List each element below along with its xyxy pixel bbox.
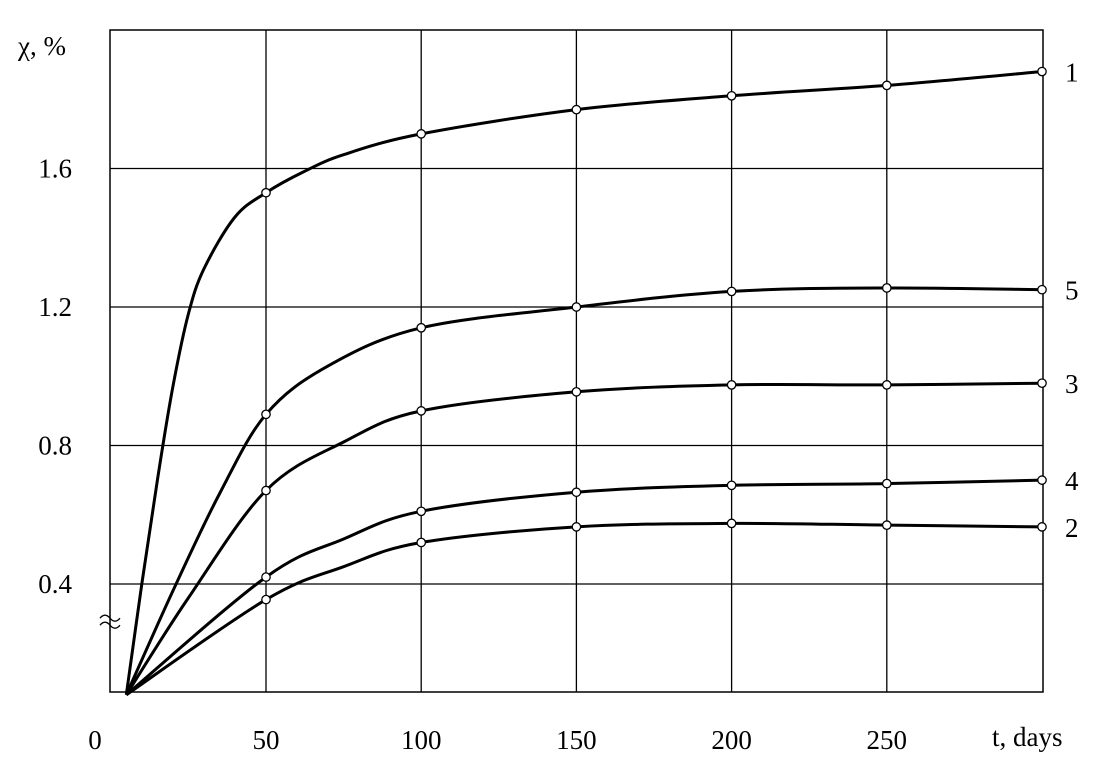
data-point-series-1 bbox=[726, 90, 737, 101]
data-point-series-1 bbox=[416, 129, 427, 139]
grid-lines bbox=[99, 29, 1044, 693]
data-point-series-5 bbox=[416, 322, 427, 333]
y-tick-label-0.4: 0.4 bbox=[38, 569, 72, 599]
series-label-4: 4 bbox=[1065, 466, 1079, 496]
series-label-1: 1 bbox=[1065, 58, 1079, 88]
series-label-5: 5 bbox=[1065, 276, 1079, 306]
y-tick-label-1.6: 1.6 bbox=[38, 154, 72, 184]
data-point-series-2 bbox=[726, 518, 737, 529]
data-point-series-1 bbox=[1037, 66, 1047, 77]
data-point-series-2 bbox=[261, 594, 271, 605]
axis-break-stroke bbox=[99, 621, 121, 629]
data-point-series-3 bbox=[726, 380, 737, 390]
data-point-series-2 bbox=[571, 522, 582, 532]
data-point-series-3 bbox=[571, 386, 582, 397]
data-point-series-4 bbox=[1037, 475, 1047, 485]
data-point-series-3 bbox=[261, 485, 271, 496]
series-label-2: 2 bbox=[1065, 513, 1079, 543]
data-point-series-3 bbox=[1037, 378, 1047, 389]
axis-break-stroke bbox=[99, 614, 121, 622]
series-curve-4 bbox=[125, 478, 1043, 696]
data-point-series-4 bbox=[261, 572, 271, 582]
x-tick-label-50: 50 bbox=[253, 725, 280, 755]
data-point-series-1 bbox=[881, 80, 892, 91]
series-label-3: 3 bbox=[1065, 369, 1079, 399]
data-point-series-5 bbox=[571, 302, 582, 312]
data-point-series-2 bbox=[881, 520, 892, 530]
data-point-series-2 bbox=[1037, 522, 1047, 532]
data-points bbox=[261, 66, 1047, 605]
data-point-series-2 bbox=[416, 537, 427, 548]
data-point-series-1 bbox=[571, 104, 582, 115]
data-point-series-1 bbox=[261, 187, 271, 198]
x-tick-label-250: 250 bbox=[867, 725, 908, 755]
data-point-series-4 bbox=[416, 506, 427, 517]
x-tick-label-150: 150 bbox=[556, 725, 597, 755]
x-axis-title: t, days bbox=[992, 722, 1063, 752]
data-point-series-5 bbox=[261, 409, 271, 420]
x-tick-label-0: 0 bbox=[88, 725, 102, 755]
data-point-series-3 bbox=[881, 380, 892, 390]
data-point-series-5 bbox=[1037, 284, 1047, 295]
y-tick-label-1.2: 1.2 bbox=[38, 292, 72, 322]
y-tick-label-0.8: 0.8 bbox=[38, 431, 72, 461]
axis-labels: 0 50 100 150 200 250 0.4 0.8 1.2 1.6 1 5 3 4 2 bbox=[38, 58, 1079, 755]
data-point-series-4 bbox=[571, 487, 582, 498]
y-axis-title: χ, % bbox=[17, 31, 66, 61]
series-curve-1 bbox=[124, 70, 1043, 696]
x-tick-label-100: 100 bbox=[401, 725, 442, 755]
series-curve-3 bbox=[125, 381, 1043, 696]
data-point-series-4 bbox=[881, 478, 892, 489]
data-point-series-5 bbox=[726, 286, 737, 297]
data-point-series-5 bbox=[881, 283, 892, 293]
y-axis-break-mark bbox=[99, 614, 121, 629]
series-curve-2 bbox=[125, 521, 1043, 697]
x-tick-label-200: 200 bbox=[711, 725, 752, 755]
data-point-series-4 bbox=[726, 480, 737, 491]
data-point-series-3 bbox=[416, 406, 427, 416]
